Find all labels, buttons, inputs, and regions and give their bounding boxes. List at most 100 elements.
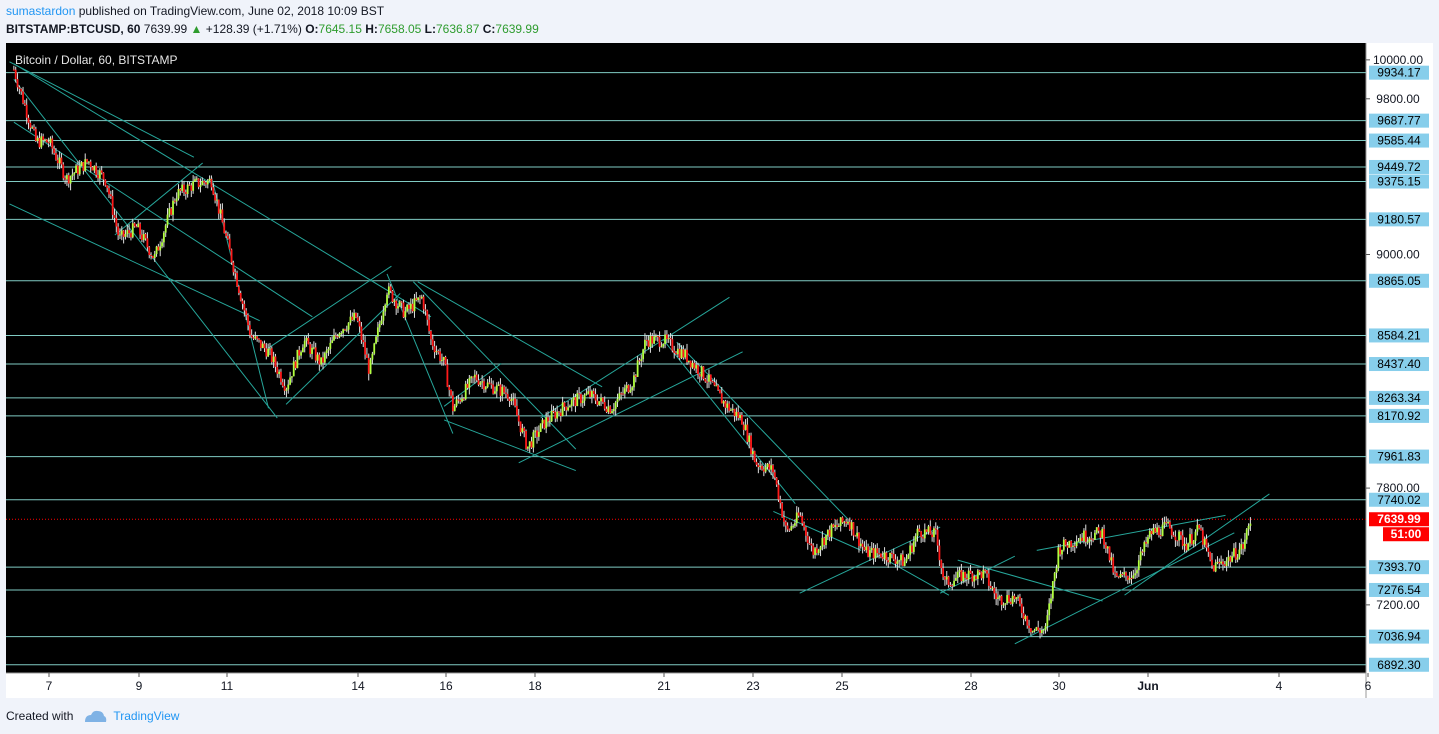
candle-body bbox=[505, 392, 507, 394]
candle-body bbox=[120, 230, 123, 235]
candle-body bbox=[603, 402, 606, 409]
candle-body bbox=[113, 214, 116, 218]
candle-body bbox=[870, 547, 873, 551]
candle-body bbox=[395, 300, 398, 309]
candle-body bbox=[583, 394, 586, 401]
candle-body bbox=[691, 362, 694, 368]
candle-body bbox=[905, 558, 908, 562]
candle-body bbox=[457, 399, 460, 401]
candle-body bbox=[1044, 625, 1047, 630]
candle-body bbox=[42, 136, 45, 141]
candle-body bbox=[323, 353, 326, 363]
level-label-11: 7961.83 bbox=[1377, 450, 1421, 464]
candle-body bbox=[984, 569, 987, 571]
candle-body bbox=[195, 178, 198, 180]
candle-body bbox=[587, 391, 590, 394]
x-tick-label-2: 11 bbox=[221, 679, 234, 693]
chart-area[interactable]: 10000.00 9800.00 9000.00 7800.00 7200.00 993… bbox=[6, 43, 1433, 698]
x-tick-label-5: 18 bbox=[528, 679, 542, 693]
candle-body bbox=[1190, 534, 1193, 545]
candle-body bbox=[422, 296, 425, 310]
candle-body bbox=[753, 451, 756, 462]
candle-body bbox=[1104, 544, 1107, 549]
candle-body bbox=[386, 294, 388, 305]
candle-body bbox=[329, 342, 332, 349]
candle-body bbox=[294, 361, 297, 369]
candle-body bbox=[675, 352, 677, 355]
candle-body bbox=[409, 303, 412, 309]
candle-body bbox=[340, 332, 343, 334]
time-axis[interactable] bbox=[6, 673, 1366, 698]
candle-body bbox=[484, 387, 487, 390]
candle-body bbox=[578, 393, 580, 395]
candle-body bbox=[830, 524, 833, 537]
candle-body bbox=[911, 545, 913, 553]
candle-body bbox=[367, 357, 370, 374]
candle-body bbox=[834, 525, 837, 528]
candle-body bbox=[653, 336, 655, 344]
candle-body bbox=[678, 348, 681, 359]
candle-body bbox=[473, 374, 476, 378]
candle-body bbox=[1207, 547, 1210, 552]
candle-body bbox=[289, 377, 291, 385]
candle-body bbox=[664, 334, 666, 344]
candle-body bbox=[622, 393, 624, 395]
countdown-label: 51:00 bbox=[1391, 527, 1422, 541]
trend-line-24 bbox=[1036, 514, 1226, 551]
candle-body bbox=[1165, 522, 1168, 524]
candle-body bbox=[146, 238, 149, 248]
candle-body bbox=[795, 512, 798, 524]
candle-body bbox=[400, 301, 403, 303]
candle-body bbox=[84, 159, 87, 171]
x-tick-label-0: 7 bbox=[46, 679, 53, 693]
candle-body bbox=[1203, 538, 1206, 545]
candle-body bbox=[274, 356, 277, 367]
candle-body bbox=[265, 348, 268, 357]
candle-body bbox=[949, 584, 952, 586]
close-value: 7639.99 bbox=[495, 22, 539, 36]
candle-body bbox=[585, 393, 588, 395]
candle-body bbox=[644, 339, 646, 350]
candle-body bbox=[356, 317, 359, 321]
author-link[interactable]: sumastardon bbox=[6, 4, 76, 18]
candle-body bbox=[177, 189, 180, 199]
tradingview-link[interactable]: TradingView bbox=[113, 709, 180, 723]
candle-body bbox=[918, 528, 921, 532]
candle-body bbox=[894, 559, 897, 564]
candle-body bbox=[746, 424, 749, 442]
low-value: 7636.87 bbox=[436, 22, 480, 36]
candle-body bbox=[1059, 547, 1062, 555]
candle-body bbox=[574, 397, 577, 407]
candle-body bbox=[214, 194, 216, 201]
candle-body bbox=[989, 585, 992, 588]
candle-body bbox=[898, 560, 901, 562]
candle-body bbox=[1134, 573, 1137, 576]
candle-body bbox=[259, 339, 262, 348]
candle-body bbox=[1147, 537, 1149, 544]
candle-body bbox=[393, 300, 396, 302]
price-change: +128.39 (+1.71%) bbox=[205, 22, 302, 36]
candle-body bbox=[695, 365, 698, 369]
candle-body bbox=[159, 246, 162, 251]
candle-body bbox=[569, 405, 571, 408]
level-label-3: 9449.72 bbox=[1377, 160, 1421, 174]
candle-body bbox=[715, 385, 718, 387]
candle-body bbox=[1187, 543, 1190, 551]
candle-body bbox=[797, 512, 800, 516]
symbol-name: BITSTAMP:BTCUSD, 60 bbox=[6, 22, 141, 36]
candle-body bbox=[1231, 556, 1234, 562]
tradingview-logo-icon[interactable] bbox=[83, 709, 107, 723]
candle-body bbox=[1214, 562, 1217, 572]
candle-body bbox=[594, 394, 597, 401]
candle-body bbox=[252, 337, 255, 339]
candle-body bbox=[376, 327, 379, 337]
candle-body bbox=[649, 336, 652, 347]
candle-body bbox=[336, 336, 339, 338]
candle-body bbox=[261, 343, 264, 348]
candle-body bbox=[333, 335, 335, 341]
candle-body bbox=[728, 403, 730, 411]
candle-body bbox=[1163, 522, 1166, 525]
candle-body bbox=[592, 390, 595, 395]
candle-body bbox=[47, 142, 50, 144]
